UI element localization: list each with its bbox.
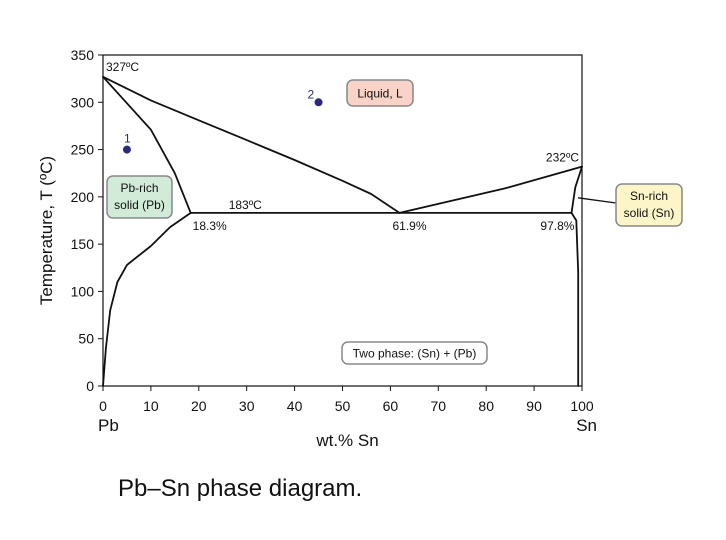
state-point-label: 2 (308, 87, 315, 101)
sn-solid-leader (577, 197, 617, 204)
x-tick-label: 60 (383, 398, 399, 414)
x-tick-label: 0 (99, 398, 107, 414)
y-tick-label: 100 (71, 283, 95, 299)
region-pb-rich-line1: Pb-rich (120, 181, 158, 195)
x-tick-label: 50 (335, 398, 351, 414)
y-tick-label: 150 (71, 236, 95, 252)
x-tick-label: 10 (143, 398, 159, 414)
y-axis-title: Temperature, T (ºC) (37, 156, 56, 305)
y-tick-label: 200 (71, 189, 95, 205)
annotation-label: 61.9% (393, 219, 427, 233)
x-left-end-label: Pb (98, 416, 119, 435)
phase-regions: Liquid, L Pb-rich solid (Pb) Sn-rich solid (… (106, 79, 683, 365)
annotation-label: 327ºC (106, 60, 139, 74)
region-box (615, 183, 683, 227)
region-sn-rich-line1: Sn-rich (630, 189, 668, 203)
x-tick-label: 80 (478, 398, 494, 414)
x-tick-label: 40 (287, 398, 303, 414)
state-point-label: 1 (124, 132, 131, 146)
state-points: 12 (122, 87, 323, 154)
series-solvus-left (102, 211, 192, 387)
x-tick-label: 20 (191, 398, 207, 414)
y-axis-ticks: 0 50 100 150 200 250 300 350 (71, 47, 103, 394)
x-axis-ticks: 0 10 20 30 40 50 60 70 80 90 100 (99, 386, 594, 414)
x-axis-title: wt.% Sn (315, 431, 378, 450)
y-tick-label: 300 (71, 94, 95, 110)
region-pb-rich-line2: solid (Pb) (114, 198, 165, 212)
y-tick-label: 50 (78, 331, 94, 347)
region-box (106, 175, 173, 219)
x-tick-label: 90 (526, 398, 542, 414)
figure-caption: Pb–Sn phase diagram. (118, 475, 363, 502)
series-solidus-left (102, 75, 192, 214)
series-liquidus-right (398, 165, 583, 214)
y-tick-label: 350 (71, 47, 95, 63)
region-box (341, 341, 488, 365)
state-point-marker (314, 98, 323, 107)
phase-diagram-chart: 0 10 20 30 40 50 60 70 80 90 100 0 50 100 150 200 250 30… (37, 47, 683, 450)
temperature-annotations: 327ºC 183ºC 232ºC 18.3% 61.9% 97.8% (106, 60, 579, 233)
x-right-end-label: Sn (576, 416, 597, 435)
annotation-label: 18.3% (193, 219, 227, 233)
x-tick-label: 100 (570, 398, 594, 414)
annotation-label: 183ºC (229, 198, 262, 212)
x-tick-label: 30 (239, 398, 255, 414)
plot-frame (102, 54, 583, 387)
series-solvus-right (570, 211, 580, 387)
series-solidus-right (570, 165, 583, 214)
y-tick-label: 250 (71, 142, 95, 158)
annotation-label: 97.8% (540, 219, 574, 233)
region-box (346, 79, 414, 107)
series-liquidus-left (102, 75, 401, 214)
sn-rich-leader-line (577, 197, 617, 204)
y-tick-label: 0 (86, 378, 94, 394)
region-two-phase: Two phase: (Sn) + (Pb) (353, 347, 477, 361)
x-tick-label: 70 (431, 398, 447, 414)
region-sn-rich-line2: solid (Sn) (624, 206, 675, 220)
region-liquid: Liquid, L (357, 87, 403, 101)
annotation-label: 232ºC (546, 151, 579, 165)
state-point-marker (122, 145, 131, 154)
phase-boundaries (102, 75, 583, 387)
